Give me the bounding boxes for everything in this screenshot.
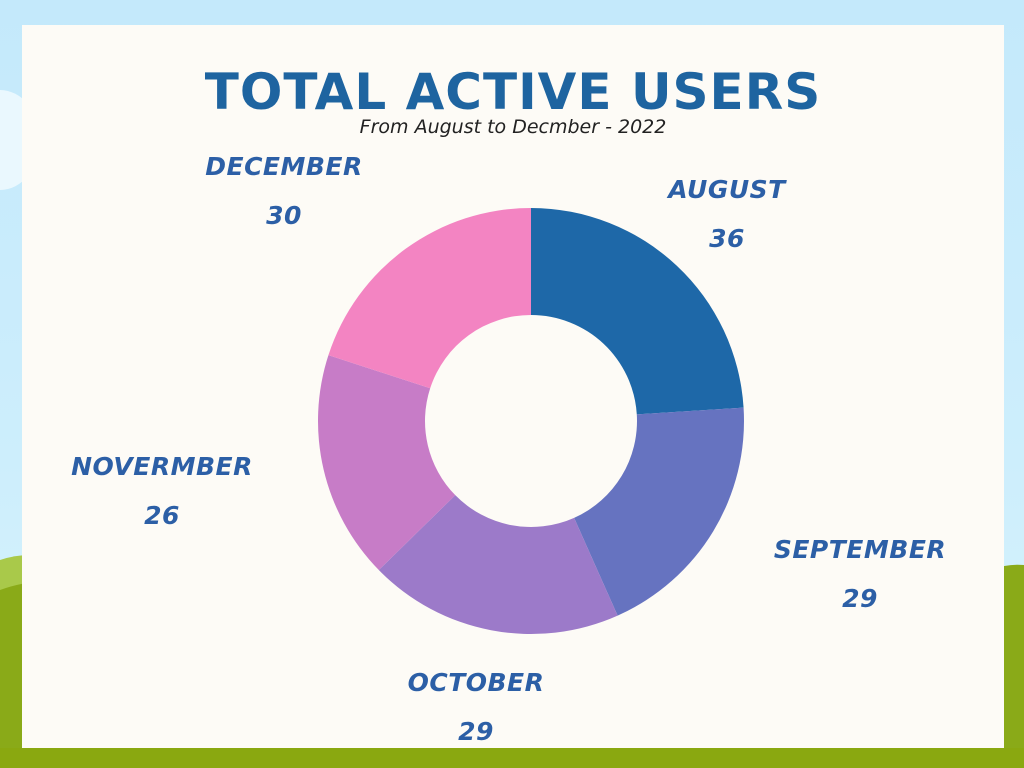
value-label-novermber: 26	[144, 501, 180, 530]
slice-august	[531, 208, 744, 415]
category-label-novermber: NOVERMBER	[71, 452, 253, 481]
category-label-december: DECEMBER	[205, 152, 363, 181]
chart-title: TOTAL ACTIVE USERS	[204, 63, 822, 121]
slice-october	[378, 495, 618, 635]
slice-novermber	[317, 355, 456, 571]
slice-december	[328, 208, 531, 389]
donut-chart: AUGUST 36 SEPTEMBER 29 OCTOBER 29 NOVERMBER 26 D…	[71, 152, 946, 746]
chart-subtitle: From August to Decmber - 2022	[359, 116, 667, 138]
chart-card: TOTAL ACTIVE USERS From August to Decmbe…	[22, 25, 1004, 748]
category-label-september: SEPTEMBER	[774, 535, 946, 564]
category-label-august: AUGUST	[666, 175, 787, 204]
value-label-september: 29	[842, 584, 878, 613]
value-label-august: 36	[709, 224, 745, 253]
category-label-october: OCTOBER	[408, 668, 545, 697]
value-label-october: 29	[458, 717, 494, 746]
slice-september	[574, 407, 745, 616]
value-label-december: 30	[266, 201, 302, 230]
